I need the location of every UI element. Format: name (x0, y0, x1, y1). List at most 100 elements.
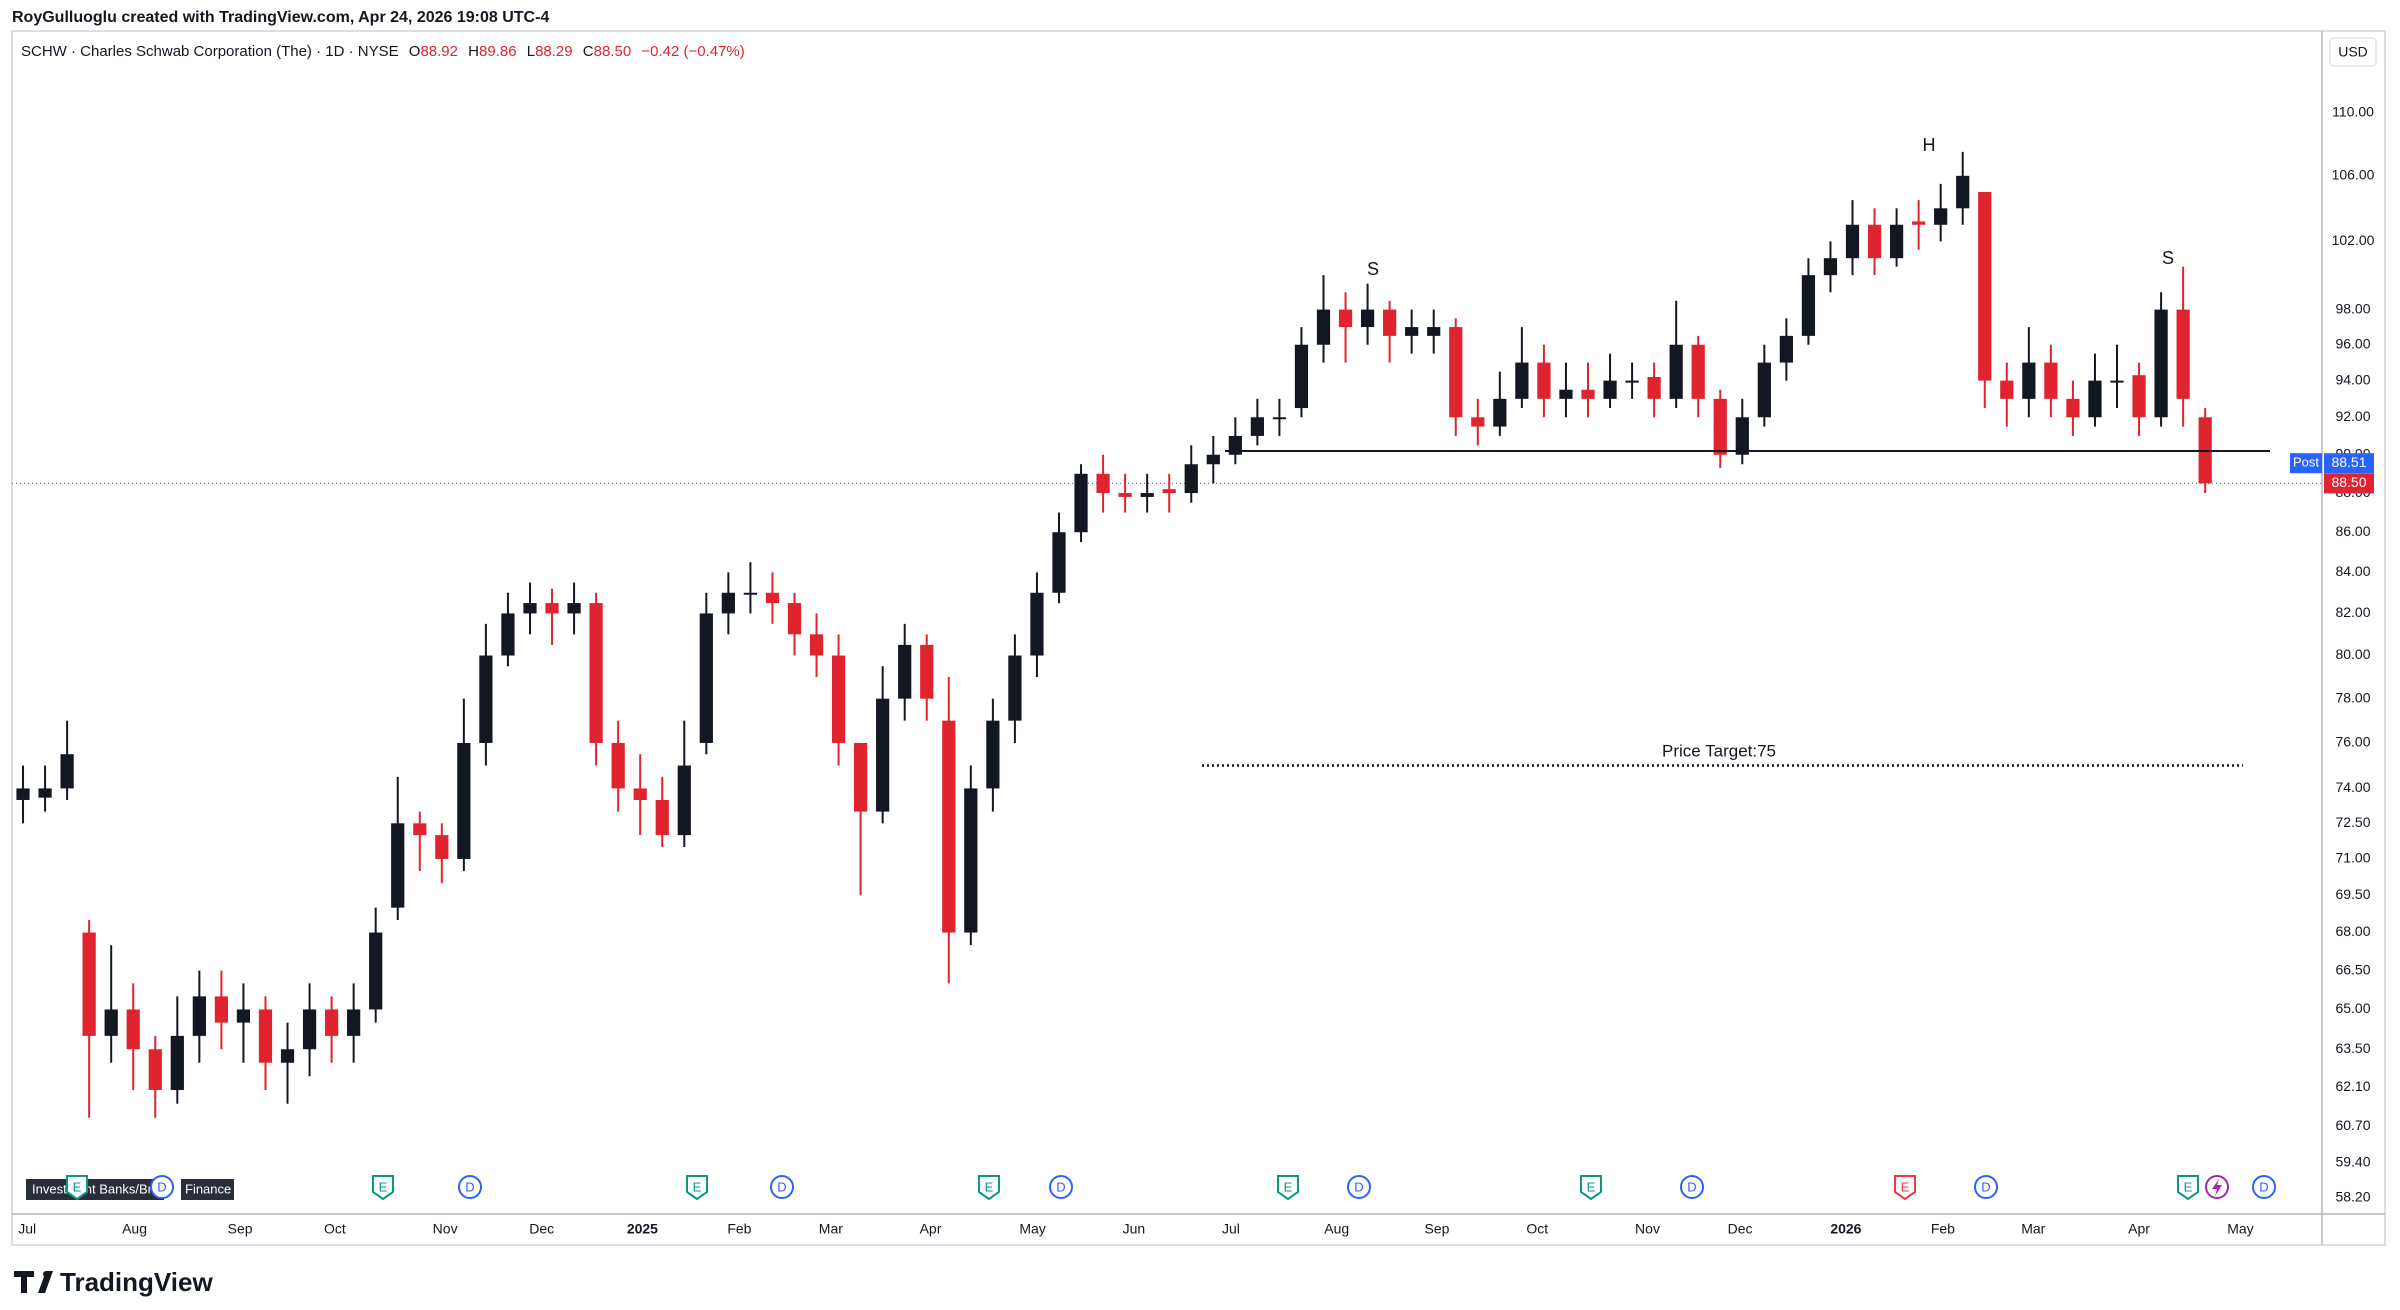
candle-body (2088, 380, 2102, 418)
x-tick-label: Feb (727, 1221, 751, 1237)
dividend-event-icon[interactable] (2252, 1175, 2276, 1199)
event-label[interactable]: E (1901, 1179, 1910, 1194)
candle-body (1956, 175, 1970, 209)
candle-body (214, 996, 229, 1023)
candle-body (1206, 454, 1220, 465)
candle-body (16, 788, 30, 800)
event-label[interactable]: D (157, 1179, 166, 1194)
candle-body (1272, 417, 1287, 420)
x-tick-label: Jul (1222, 1221, 1240, 1237)
candle-body (1625, 380, 1639, 383)
x-tick-label: 2025 (627, 1221, 658, 1237)
x-tick-label: Sep (228, 1221, 253, 1237)
candle-body (391, 823, 405, 908)
candle-body (1647, 377, 1661, 399)
event-label[interactable]: D (777, 1179, 786, 1194)
earnings-event-icon[interactable] (1277, 1175, 1299, 1201)
creator-line: RoyGulluoglu created with TradingView.co… (12, 9, 549, 26)
earnings-event-icon[interactable] (66, 1175, 88, 1201)
event-label[interactable]: E (1284, 1179, 1293, 1194)
event-label[interactable]: E (2184, 1179, 2193, 1194)
event-label[interactable]: E (1587, 1179, 1596, 1194)
candle-body (2066, 398, 2080, 418)
event-label[interactable]: D (1354, 1179, 1363, 1194)
tag-box[interactable] (181, 1179, 234, 1200)
candle-body (1052, 532, 1066, 593)
event-label[interactable]: E (73, 1179, 82, 1194)
tag-box[interactable] (26, 1179, 164, 1200)
candle-body (523, 603, 537, 614)
candle-body (170, 1035, 184, 1091)
candle-body (236, 1009, 251, 1023)
candle-body (104, 1009, 118, 1036)
y-tick-label: 84.00 (2335, 563, 2370, 579)
candle-body (280, 1049, 295, 1063)
event-label[interactable]: E (693, 1179, 702, 1194)
x-tick-label: Apr (920, 1221, 942, 1237)
dividend-event-icon[interactable] (458, 1175, 482, 1199)
dividend-event-icon[interactable] (1974, 1175, 1998, 1199)
tag-label[interactable]: Investment Banks/Brokers (32, 1181, 184, 1196)
x-tick-label: 2026 (1830, 1221, 1861, 1237)
candle-body (765, 592, 780, 604)
change-value: −0.42 (−0.47%) (641, 43, 744, 60)
event-label[interactable]: D (1687, 1179, 1696, 1194)
open-value: 88.92 (420, 43, 458, 60)
candle-body (1537, 362, 1551, 399)
candle-body (1823, 258, 1838, 276)
candle-body (1118, 493, 1132, 497)
candle-body (1316, 309, 1331, 345)
earnings-event-icon[interactable] (1894, 1175, 1916, 1201)
candle-body (743, 592, 758, 595)
y-tick-label: 63.50 (2335, 1040, 2370, 1056)
dividend-event-icon[interactable] (1680, 1175, 1704, 1199)
candle-body (831, 655, 846, 743)
y-tick-label: 96.00 (2335, 335, 2370, 351)
candle-body (192, 996, 206, 1036)
candle-body (809, 634, 824, 656)
earnings-event-icon[interactable] (372, 1175, 394, 1201)
x-tick-label: Oct (1526, 1221, 1548, 1237)
x-tick-label: Sep (1425, 1221, 1450, 1237)
annotation: H (1923, 135, 1936, 155)
footer-brand: TradingView (60, 1267, 213, 1297)
y-tick-label: 82.00 (2335, 604, 2370, 620)
candle-body (677, 765, 691, 836)
y-tick-label: 72.50 (2335, 814, 2370, 830)
y-tick-label: 98.00 (2335, 300, 2370, 316)
x-tick-label: Jun (1123, 1221, 1146, 1237)
dividend-event-icon[interactable] (1049, 1175, 1073, 1199)
event-label[interactable]: D (465, 1179, 474, 1194)
candle-body (1074, 473, 1088, 533)
earnings-event-icon[interactable] (686, 1175, 708, 1201)
tag-label[interactable]: Finance (185, 1181, 231, 1196)
dividend-event-icon[interactable] (150, 1175, 174, 1199)
event-label[interactable]: D (1056, 1179, 1065, 1194)
event-label[interactable]: E (379, 1179, 388, 1194)
candle-body (942, 720, 956, 933)
currency-box[interactable] (2329, 37, 2377, 67)
post-price-box (2324, 453, 2374, 474)
currency-label[interactable]: USD (2338, 44, 2368, 60)
post-name: Post (2293, 455, 2319, 470)
dividend-event-icon[interactable] (770, 1175, 794, 1199)
lightning-glyph (2212, 1179, 2222, 1196)
annotation: S (2162, 248, 2174, 268)
x-tick-label: Aug (122, 1221, 147, 1237)
y-tick-label: 94.00 (2335, 371, 2370, 387)
earnings-event-icon[interactable] (1580, 1175, 1602, 1201)
low-value: 88.29 (535, 43, 573, 60)
last-price-label: 88.50 (2331, 474, 2366, 490)
event-label[interactable]: D (1981, 1179, 1990, 1194)
event-label[interactable]: E (985, 1179, 994, 1194)
earnings-event-icon[interactable] (2177, 1175, 2199, 1201)
y-tick-label: 78.00 (2335, 689, 2370, 705)
candle-body (1030, 592, 1044, 656)
earnings-event-icon[interactable] (978, 1175, 1000, 1201)
candle-body (2000, 380, 2014, 399)
event-label[interactable]: D (2259, 1179, 2268, 1194)
candle-body (1338, 309, 1353, 328)
candle-body (369, 932, 383, 1010)
dividend-event-icon[interactable] (1347, 1175, 1371, 1199)
